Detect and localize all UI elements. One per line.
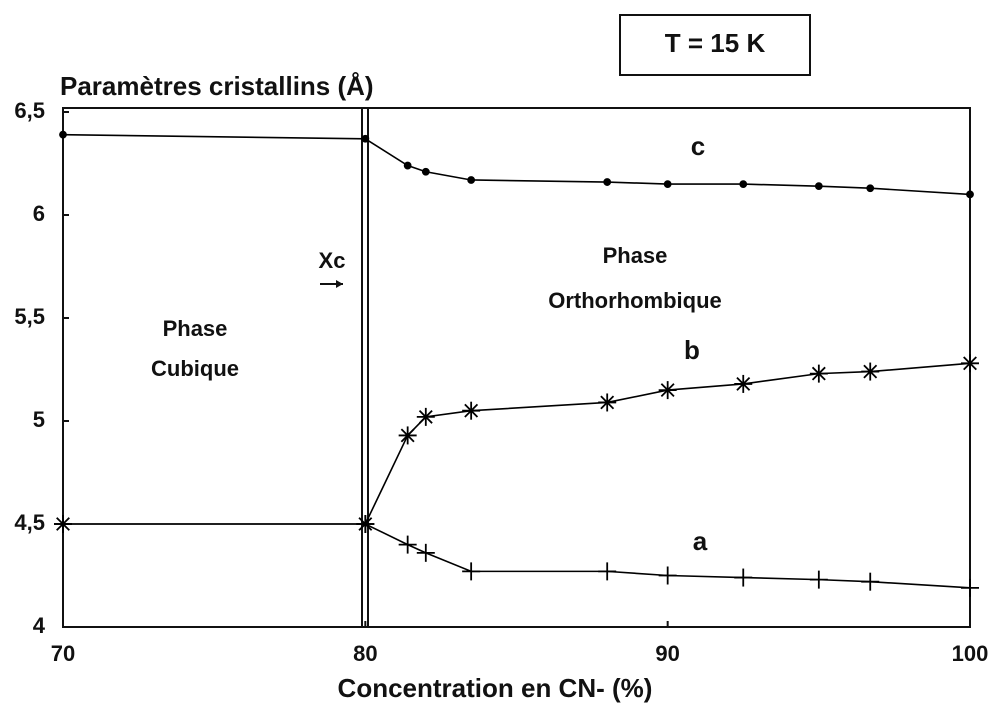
marker [54,515,72,533]
marker [403,161,412,170]
dot [663,180,672,189]
marker-stroke [600,395,615,410]
marker [734,568,753,587]
marker [421,167,430,176]
marker [462,401,481,420]
y-axis-title: Paramètres cristallins (Å) [60,71,374,101]
marker [734,374,753,393]
marker [467,176,476,184]
dot [966,190,974,199]
x-tick-label: 90 [655,641,679,666]
series-line [63,523,971,589]
annotation: Phase [163,316,228,341]
marker-stroke [963,356,977,371]
x-tick-label: 80 [353,641,377,666]
annotation: Xc [319,248,346,273]
marker [462,562,481,581]
marker [603,178,612,186]
y-tick-label: 5 [33,407,45,432]
marker-stroke [736,376,751,391]
marker [861,362,880,381]
series-label: b [684,335,700,365]
marker [809,570,828,589]
y-tick-label: 6 [33,201,45,226]
y-tick-label: 5,5 [14,304,45,329]
marker [356,515,375,533]
dot [403,161,412,170]
annotation: Cubique [151,356,239,381]
temperature-box [619,14,811,76]
marker [861,572,880,591]
marker-stroke [660,383,675,398]
dot [59,130,67,139]
annotation: Phase [603,243,668,268]
annotation: T = 15 K [665,28,766,58]
series-line [63,362,971,525]
marker [59,130,67,139]
marker [814,182,823,191]
marker [416,543,435,562]
marker [398,535,417,554]
marker [598,393,617,412]
y-tick-label: 4,5 [14,510,45,535]
marker-stroke [400,428,415,443]
dot [739,180,748,189]
annotation: Orthorhombique [548,288,722,313]
marker [739,180,748,189]
marker [809,364,828,383]
dot [603,178,612,186]
dot [814,182,823,191]
series-line [62,133,971,196]
marker [961,354,979,373]
dot [467,176,476,184]
marker [658,381,677,400]
marker [416,407,435,426]
marker-stroke [418,409,433,424]
marker [398,426,417,445]
series-label: a [693,526,708,556]
dot [361,134,370,143]
series-label: c [691,131,705,161]
marker [961,578,979,597]
marker [663,180,672,189]
x-tick-label: 70 [51,641,75,666]
y-tick-label: 6,5 [14,98,45,123]
marker [966,190,974,199]
dot [866,184,875,193]
marker [598,562,617,581]
x-tick-label: 100 [952,641,989,666]
marker-stroke [863,364,878,379]
marker-stroke [811,366,826,381]
marker-stroke [464,403,479,418]
marker [361,134,370,143]
dot [421,167,430,176]
marker [866,184,875,193]
y-tick-label: 4 [33,613,46,638]
x-axis-title: Concentration en CN- (%) [338,673,653,703]
marker [658,566,677,585]
xc-arrow-head [336,280,343,288]
